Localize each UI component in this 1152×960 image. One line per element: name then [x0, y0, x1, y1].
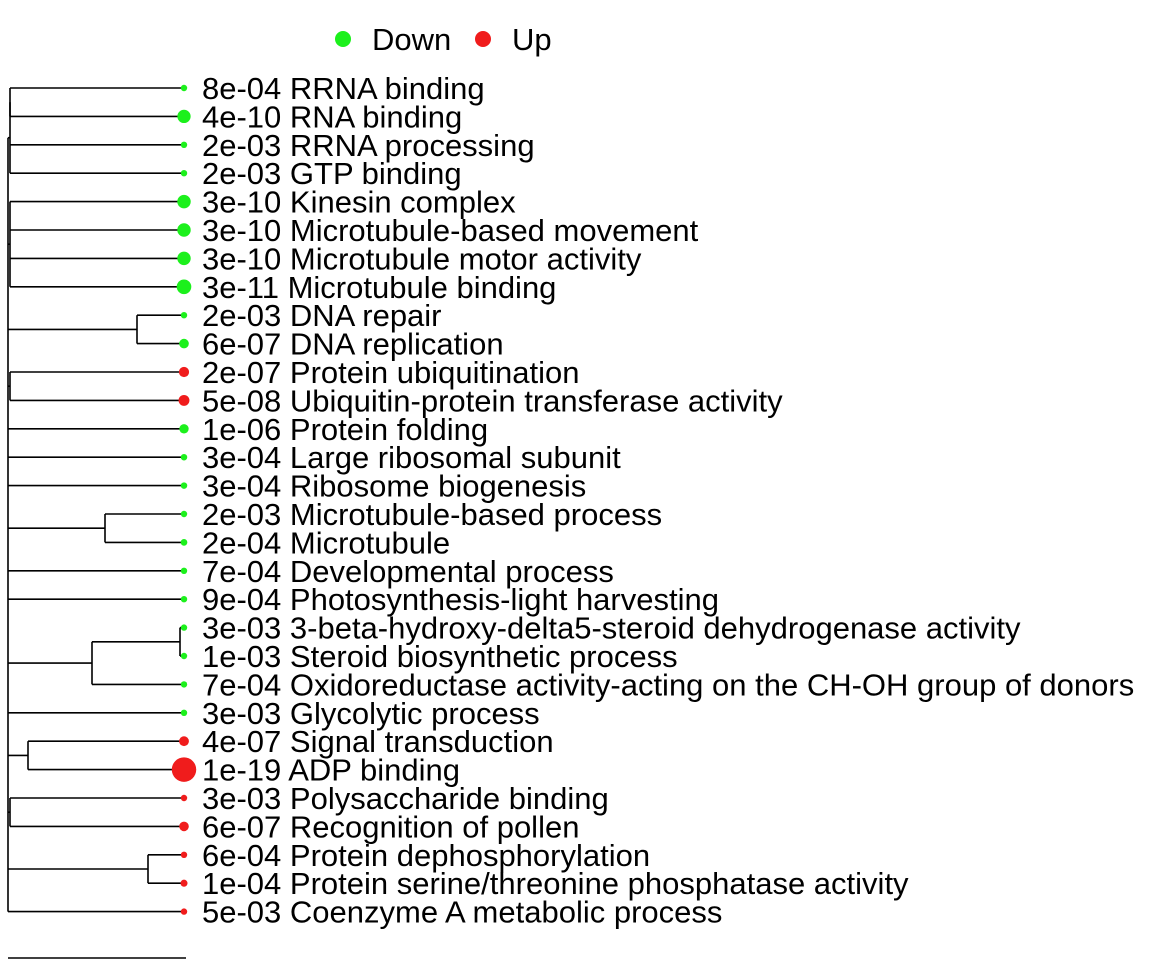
term-label: 3e-04 Ribosome biogenesis [202, 469, 586, 504]
term-label: 5e-08 Ubiquitin-protein transferase acti… [202, 383, 783, 418]
term-label: 4e-10 RNA binding [202, 99, 462, 134]
legend-up-marker [475, 31, 491, 47]
term-marker [171, 757, 197, 782]
term-marker [179, 736, 189, 747]
term-label: 2e-03 RRNA processing [202, 128, 535, 163]
term-marker [178, 366, 190, 378]
term-label: 8e-04 RRNA binding [202, 71, 485, 106]
term-label: 6e-04 Protein dephosphorylation [202, 838, 650, 873]
term-label: 1e-03 Steroid biosynthetic process [202, 639, 678, 674]
legend-down-marker [335, 31, 351, 47]
term-marker [180, 652, 188, 660]
term-label: 7e-04 Developmental process [202, 554, 614, 589]
term-marker [180, 539, 188, 546]
term-marker [180, 482, 188, 489]
term-label: 3e-03 Polysaccharide binding [202, 781, 609, 816]
term-marker [176, 279, 192, 295]
term-label: 3e-10 Microtubule-based movement [202, 213, 699, 248]
term-label: 2e-03 DNA repair [202, 298, 442, 333]
term-label: 3e-11 Microtubule binding [202, 270, 556, 305]
term-marker [180, 879, 188, 887]
term-marker [179, 424, 189, 434]
term-label: 3e-03 Glycolytic process [202, 696, 540, 731]
term-marker [180, 709, 188, 716]
term-marker [177, 194, 191, 209]
term-marker [180, 624, 188, 631]
term-label: 3e-10 Microtubule motor activity [202, 241, 642, 276]
term-marker [180, 312, 188, 319]
term-marker [177, 109, 191, 124]
legend-down-label: Down [372, 22, 451, 57]
term-marker [178, 394, 190, 406]
dendrogram-branches [7, 87, 184, 913]
term-marker [180, 794, 188, 802]
term-marker [180, 141, 188, 148]
term-marker [180, 851, 188, 858]
term-marker [177, 251, 191, 266]
term-marker [180, 453, 188, 461]
term-marker [179, 338, 189, 349]
legend: Down Up [335, 22, 552, 57]
term-label: 3e-03 3-beta-hydroxy-delta5-steroid dehy… [202, 611, 1021, 646]
term-marker [180, 908, 188, 915]
term-label: 2e-07 Protein ubiquitination [202, 355, 579, 390]
term-label: 7e-04 Oxidoreductase activity-acting on … [202, 667, 1134, 702]
term-label: 3e-04 Large ribosomal subunit [202, 440, 621, 475]
term-marker [179, 821, 189, 832]
term-marker [180, 510, 188, 518]
term-label: 1e-04 Protein serine/threonine phosphata… [202, 866, 909, 901]
term-marker [180, 170, 188, 177]
term-marker [180, 84, 188, 92]
term-label: 1e-19 ADP binding [202, 753, 460, 788]
term-label: 6e-07 DNA replication [202, 327, 504, 362]
term-marker [180, 596, 188, 603]
term-marker [180, 567, 188, 574]
legend-up-label: Up [512, 22, 552, 57]
term-label: 9e-04 Photosynthesis-light harvesting [202, 582, 719, 617]
term-label: 5e-03 Coenzyme A metabolic process [202, 895, 722, 930]
term-label: 2e-03 Microtubule-based process [202, 497, 662, 532]
term-marker [180, 681, 188, 688]
term-label: 2e-03 GTP binding [202, 156, 462, 191]
term-label: 6e-07 Recognition of pollen [202, 809, 579, 844]
term-marker [177, 223, 191, 237]
term-label: 1e-06 Protein folding [202, 412, 488, 447]
term-markers [171, 84, 197, 915]
term-label: 4e-07 Signal transduction [202, 724, 554, 759]
term-label: 2e-04 Microtubule [202, 525, 450, 560]
term-label: 3e-10 Kinesin complex [202, 185, 516, 220]
